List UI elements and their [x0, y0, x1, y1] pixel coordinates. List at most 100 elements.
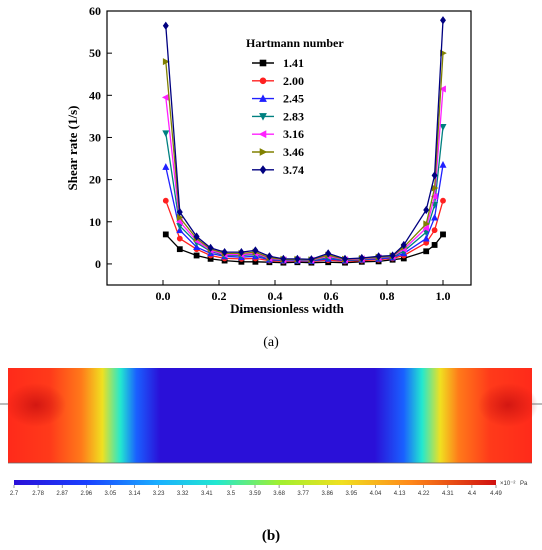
legend-item: 1.41 — [252, 56, 304, 70]
data-point — [176, 214, 184, 222]
data-point — [162, 197, 169, 204]
data-point — [439, 161, 447, 168]
field-map — [8, 368, 532, 463]
series-3.46 — [162, 49, 447, 264]
data-point — [423, 220, 431, 228]
y-tick-label: 60 — [89, 4, 101, 18]
legend-label: 3.16 — [283, 127, 304, 141]
colorbar-tick-label: 2.87 — [56, 491, 68, 497]
shear-stress-field — [0, 368, 542, 464]
y-tick-label: 30 — [89, 130, 101, 144]
colorbar: 2.7 2.78 2.87 2.96 3.05 3.14 3.23 3.32 3.41 3.5 3.… — [10, 480, 528, 497]
colorbar-tick-label: 4.31 — [442, 491, 454, 497]
data-point — [258, 130, 267, 139]
data-point — [422, 234, 430, 242]
y-tick-label: 20 — [89, 173, 101, 187]
data-point — [162, 58, 170, 66]
x-tick-label: 0.0 — [156, 289, 171, 303]
colorbar-tick-label: 3.14 — [129, 491, 141, 497]
x-tick-label: 0.6 — [324, 289, 339, 303]
data-point — [193, 252, 200, 259]
x-axis-label: Dimensionless width — [230, 301, 345, 316]
data-point — [259, 165, 267, 175]
legend: Hartmann number 1.41 2.00 2.45 2.83 3.16 3.46… — [246, 36, 344, 177]
data-point — [431, 213, 439, 221]
x-tick-label: 0.8 — [380, 289, 395, 303]
series-line — [165, 53, 444, 261]
legend-item: 2.83 — [252, 109, 304, 123]
data-point — [431, 227, 438, 234]
colorbar-tick-label: 3.86 — [321, 491, 333, 497]
y-tick-label: 50 — [89, 46, 101, 60]
data-point — [176, 235, 183, 242]
colorbar-scale: ×10⁻² — [500, 481, 515, 487]
colorbar-unit: Pa — [520, 481, 528, 487]
series-3.16 — [161, 85, 446, 264]
data-point — [430, 192, 438, 200]
legend-item: 3.46 — [252, 145, 304, 159]
data-point — [162, 163, 170, 170]
data-point — [294, 254, 301, 263]
colorbar-tick-label: 3.41 — [201, 491, 213, 497]
data-point — [431, 171, 438, 180]
data-point — [221, 248, 228, 257]
data-point — [440, 231, 446, 238]
x-tick-label: 0.2 — [212, 289, 227, 303]
series-layer — [161, 16, 447, 266]
colorbar-tick-label: 3.95 — [346, 491, 358, 497]
colorbar-tick-label: 3.05 — [105, 491, 117, 497]
data-point — [423, 205, 430, 215]
data-point — [162, 21, 169, 30]
colorbar-tick-label: 4.4 — [468, 491, 477, 497]
data-point — [207, 243, 214, 253]
y-tick-label: 0 — [95, 257, 101, 271]
data-point — [162, 231, 169, 238]
data-point — [176, 226, 184, 234]
colorbar-tick-label: 3.59 — [249, 491, 261, 497]
series-3.74 — [162, 16, 446, 264]
colorbar-tick-label: 3.32 — [177, 491, 189, 497]
data-point — [259, 94, 267, 102]
legend-item: 2.00 — [252, 74, 304, 88]
series-line — [165, 88, 444, 261]
y-tick-label: 10 — [89, 215, 101, 229]
plot-frame — [106, 10, 472, 286]
data-point — [375, 252, 382, 261]
legend-label: 2.83 — [283, 109, 304, 123]
data-point — [325, 249, 332, 258]
legend-item: 3.74 — [252, 163, 304, 177]
data-point — [259, 77, 267, 85]
legend-label: 3.74 — [283, 163, 304, 177]
y-axis-label: Shear rate (1/s) — [65, 106, 80, 191]
data-point — [422, 224, 430, 232]
colorbar-tick-label: 2.7 — [10, 491, 19, 497]
data-point — [176, 246, 183, 253]
colorbar-strip — [14, 480, 496, 485]
data-point — [342, 254, 348, 263]
data-point — [259, 113, 267, 121]
legend-item: 3.16 — [252, 127, 304, 141]
colorbar-ticks: 2.7 2.78 2.87 2.96 3.05 3.14 3.23 3.32 3.41 3.5 3.… — [10, 485, 502, 497]
data-point — [400, 240, 407, 250]
legend-label: 2.00 — [283, 74, 304, 88]
hot-spot-left — [6, 383, 66, 427]
data-point — [439, 124, 447, 131]
colorbar-tick-label: 3.5 — [227, 491, 236, 497]
x-tick-label: 0.4 — [268, 289, 283, 303]
data-point — [423, 248, 430, 255]
data-point — [259, 59, 267, 67]
series-line — [165, 126, 444, 262]
data-point — [176, 207, 183, 217]
panel-b-label: (b) — [262, 528, 280, 544]
data-point — [252, 246, 259, 255]
colorbar-tick-label: 4.22 — [418, 491, 430, 497]
data-point — [308, 255, 315, 264]
data-point — [266, 252, 273, 261]
data-point — [389, 251, 396, 260]
colorbar-tick-label: 2.96 — [80, 491, 92, 497]
y-tick-label: 40 — [89, 88, 101, 102]
colorbar-tick-label: 4.13 — [394, 491, 406, 497]
hot-spot-right — [478, 383, 538, 427]
data-point — [280, 254, 287, 263]
legend-title: Hartmann number — [246, 36, 344, 50]
